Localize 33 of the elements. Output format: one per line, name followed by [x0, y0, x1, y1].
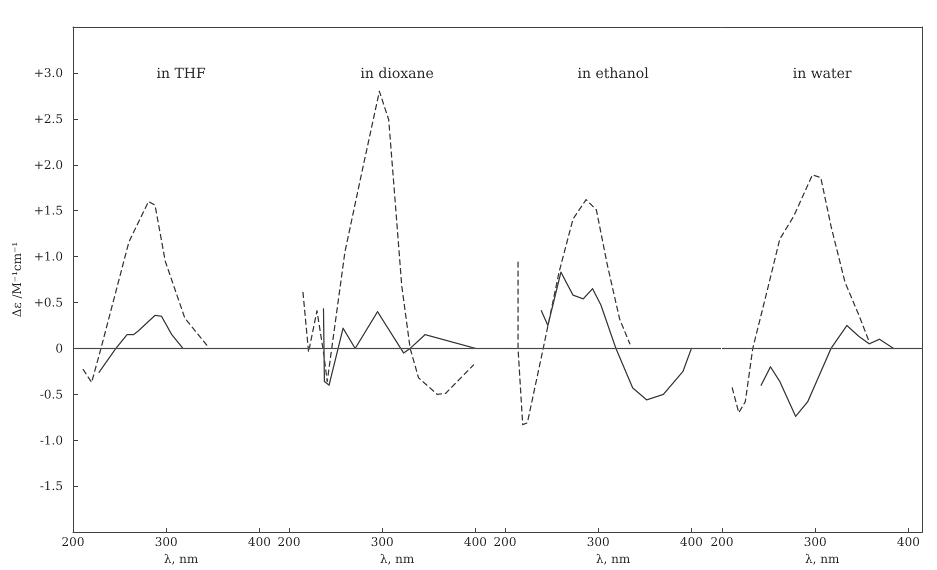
x-tick-label: 300 [587, 535, 610, 550]
x-axis-title: λ, nm [596, 552, 632, 566]
x-tick-label: 200 [62, 535, 84, 550]
x-axis-title: λ, nm [804, 552, 840, 566]
y-tick-label: +0.5 [34, 296, 63, 310]
x-tick-label: 200 [710, 535, 734, 550]
x-tick-label: 400 [680, 535, 704, 550]
x-tick-label: 400 [248, 535, 271, 550]
y-tick-label: -1.0 [40, 433, 63, 448]
x-tick-label: 400 [896, 535, 920, 550]
x-tick-label: 300 [370, 535, 394, 550]
y-tick-label: 0 [55, 341, 63, 356]
text: in water [792, 66, 852, 82]
x-tick-label: 300 [803, 535, 826, 550]
text: in dioxane [360, 66, 434, 82]
y-tick-label: -0.5 [40, 387, 63, 402]
y-tick-label: +1.0 [34, 250, 63, 264]
x-tick-label: 200 [278, 535, 301, 550]
x-tick-label: 200 [494, 535, 517, 550]
line-series [82, 200, 208, 384]
x-tick-label: 300 [154, 535, 178, 550]
x-tick-label: 400 [464, 535, 488, 550]
text: in ethanol [578, 66, 650, 82]
y-tick-label: +2.5 [34, 112, 63, 126]
x-axis-title: λ, nm [164, 552, 199, 566]
y-tick-label: +1.5 [34, 204, 63, 218]
line-series [98, 314, 184, 373]
y-axis-title: Δε /M⁻¹cm⁻¹ [10, 242, 24, 318]
y-tick-label: +2.0 [34, 158, 63, 172]
y-tick-label: -1.5 [40, 479, 63, 494]
text: in THF [156, 66, 206, 82]
x-axis-title: λ, nm [380, 552, 416, 566]
y-tick-label: +3.0 [34, 66, 63, 80]
